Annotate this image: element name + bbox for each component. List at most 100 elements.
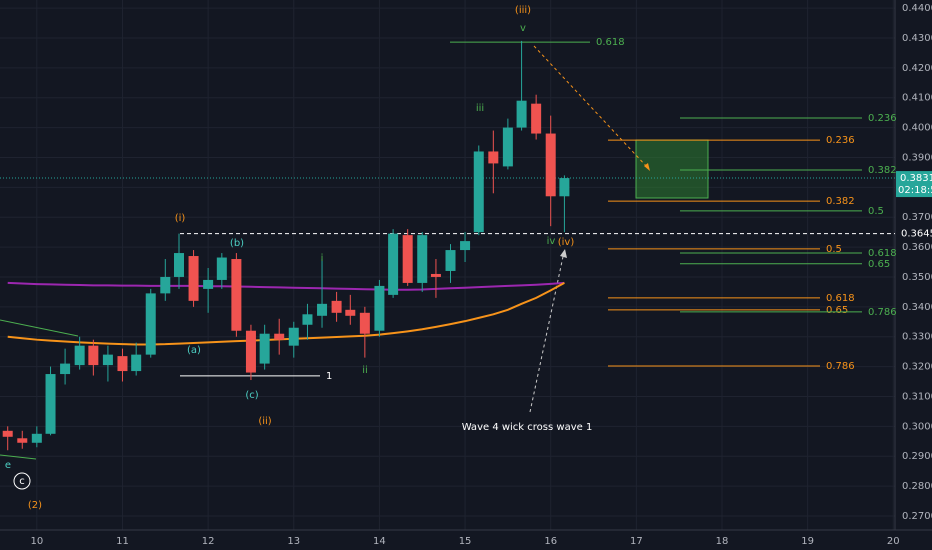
annotation: iv [547, 236, 556, 247]
candle-body [388, 233, 399, 295]
candle-body [174, 253, 184, 277]
x-tick-label: 16 [544, 536, 557, 547]
current-price-label: 0.3831 [900, 173, 932, 184]
candle-body [74, 345, 85, 366]
arrow-head [644, 163, 650, 171]
x-tick-label: 12 [202, 536, 215, 547]
fib-label: 0.618 [596, 37, 625, 48]
candle-body [374, 285, 385, 331]
wave1-label: 1 [326, 371, 332, 382]
x-tick-label: 10 [30, 536, 43, 547]
moving-average [7, 281, 565, 291]
annotation: e [5, 460, 11, 471]
trend-line [0, 319, 79, 337]
candle-body [473, 151, 484, 233]
moving-average [7, 282, 565, 346]
candle-body [331, 300, 342, 313]
candle-body [531, 103, 542, 134]
fib-label: 0.65 [826, 305, 848, 316]
annotation: (ii) [258, 416, 271, 427]
candle-body [216, 257, 227, 280]
annotation-circle [13, 472, 31, 490]
annotation: iii [476, 103, 484, 114]
x-tick-label: 15 [459, 536, 472, 547]
x-tick-label: 11 [116, 536, 129, 547]
candle-body [460, 241, 471, 251]
candle-body [417, 235, 428, 283]
annotation: ii [362, 365, 368, 376]
fib-label: 0.786 [868, 307, 897, 318]
candle-body [60, 363, 71, 375]
candle-body [302, 314, 313, 325]
candle-body [188, 256, 199, 301]
marked-price-label: 0.3645 [901, 229, 932, 240]
candle-body [102, 354, 113, 366]
fib-label: 0.5 [826, 244, 842, 255]
candle-body [345, 309, 356, 316]
candle-body [88, 345, 99, 366]
fib-label: 0.236 [868, 113, 897, 124]
candle-body [160, 276, 171, 294]
candle-body [502, 127, 513, 167]
candle-body [2, 430, 13, 437]
candle-body [545, 133, 556, 197]
candle-body [203, 279, 214, 289]
arrow-head [560, 249, 567, 258]
x-tick-label: 13 [287, 536, 300, 547]
countdown-label: 02:18:53 [898, 185, 932, 196]
x-tick-label: 19 [801, 536, 814, 547]
candle-body [445, 250, 456, 271]
arrow-line [533, 45, 649, 169]
candle-body [45, 374, 56, 434]
fib-label: 0.786 [826, 361, 855, 372]
annotation: (b) [230, 238, 244, 249]
candle-body [359, 312, 370, 334]
candle-body [559, 178, 570, 197]
fib-label: 0.5 [868, 206, 884, 217]
annotation: (2) [28, 500, 42, 511]
trend-line [0, 454, 37, 460]
fib-label: 0.236 [826, 135, 855, 146]
annotation: i [321, 253, 324, 264]
candle-body [31, 433, 42, 443]
fib-label: 0.65 [868, 259, 890, 270]
x-tick-label: 18 [716, 536, 729, 547]
fib-label: 0.618 [826, 293, 855, 304]
candle-body [274, 333, 285, 340]
y-tick-label: 0.2700 [902, 511, 932, 522]
annotation: Wave 4 wick cross wave 1 [462, 422, 593, 433]
annotation: c [19, 476, 25, 487]
annotation: (iii) [515, 5, 531, 16]
candle-body [245, 330, 256, 373]
annotation: v [520, 23, 526, 34]
annotation: (iv) [558, 237, 575, 248]
annotation: (a) [187, 345, 201, 356]
candle-body [402, 235, 413, 283]
fib-label: 0.618 [868, 248, 897, 259]
candle-body [117, 356, 128, 372]
target-box [635, 139, 709, 199]
annotation: (i) [175, 213, 186, 224]
candle-body [231, 259, 242, 331]
candle-body [259, 333, 270, 364]
annotation: (c) [245, 390, 258, 401]
candle-body [131, 354, 142, 372]
x-tick-label: 17 [630, 536, 643, 547]
candle-body [516, 100, 527, 128]
candle-body [288, 327, 299, 346]
fib-label: 0.382 [868, 165, 897, 176]
current-price-box [896, 171, 932, 198]
